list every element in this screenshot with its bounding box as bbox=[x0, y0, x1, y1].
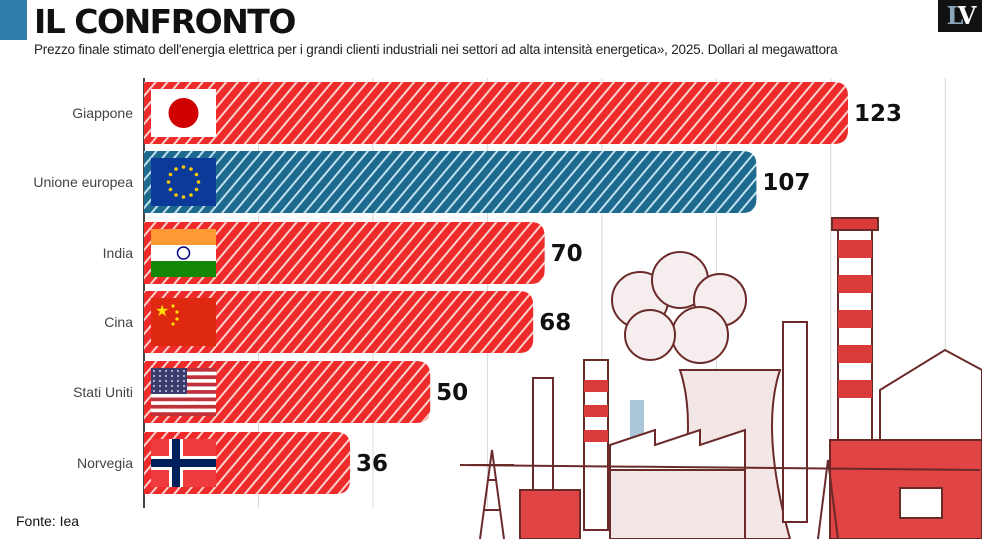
value-label: 70 bbox=[551, 241, 583, 267]
category-label: Stati Uniti bbox=[73, 384, 133, 400]
usa-flag-icon bbox=[151, 368, 216, 416]
factory-illustration bbox=[459, 217, 982, 539]
category-label: Giappone bbox=[72, 105, 133, 121]
value-label: 107 bbox=[762, 170, 810, 196]
svg-text:★: ★ bbox=[155, 303, 169, 320]
bar-india: India 70 bbox=[103, 222, 583, 284]
chart-subtitle: Prezzo finale stimato dell'energia elett… bbox=[34, 42, 838, 57]
bar-norvegia: Norvegia 36 bbox=[77, 432, 388, 494]
bar bbox=[144, 82, 848, 144]
bar-stati-uniti: Stati Uniti 50 bbox=[73, 361, 468, 423]
value-label: 50 bbox=[436, 380, 468, 406]
category-label: Cina bbox=[104, 314, 133, 330]
bar bbox=[144, 291, 534, 353]
norway-flag-icon bbox=[151, 439, 216, 487]
category-label: Unione europea bbox=[33, 174, 133, 190]
value-label: 36 bbox=[356, 451, 388, 477]
value-label: 68 bbox=[539, 310, 571, 336]
japan-flag-icon bbox=[151, 89, 216, 137]
source-note: Fonte: Iea bbox=[16, 513, 80, 529]
eu-flag-icon bbox=[151, 158, 216, 206]
value-label: 123 bbox=[854, 101, 902, 127]
category-label: Norvegia bbox=[77, 455, 133, 471]
lv-logo: LV bbox=[938, 0, 982, 32]
bar bbox=[144, 151, 757, 213]
bar-unione-europea: Unione europea 107 bbox=[33, 151, 810, 213]
page-title: IL CONFRONTO bbox=[34, 2, 296, 41]
india-flag-icon bbox=[151, 229, 216, 277]
china-flag-icon: ★ bbox=[151, 298, 216, 346]
title-accent-bar bbox=[0, 0, 27, 40]
category-label: India bbox=[103, 245, 134, 261]
bar-cina: ★ Cina 68 bbox=[104, 291, 571, 353]
bar-giappone: Giappone 123 bbox=[72, 82, 902, 144]
bar bbox=[144, 222, 545, 284]
